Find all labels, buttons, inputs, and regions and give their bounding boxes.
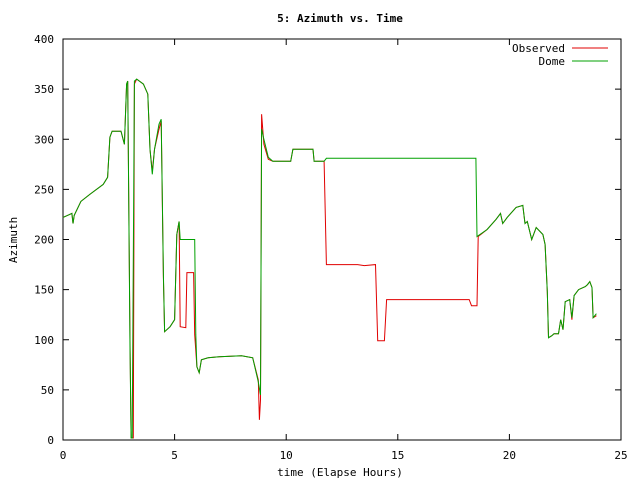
series-line-dome — [62, 78, 597, 439]
x-tick-label: 5 — [171, 449, 178, 462]
y-axis-label: Azimuth — [7, 217, 20, 263]
series-group — [62, 78, 597, 439]
y-tick-label: 100 — [34, 334, 54, 347]
x-tick-label: 0 — [60, 449, 67, 462]
x-tick-label: 10 — [280, 449, 293, 462]
y-tick-label: 350 — [34, 83, 54, 96]
plot-frame — [62, 38, 622, 441]
y-tick-label: 0 — [47, 434, 54, 447]
legend-label-dome: Dome — [539, 55, 566, 68]
x-axis-label: time (Elapse Hours) — [277, 466, 403, 479]
x-tick-label: 15 — [391, 449, 404, 462]
y-tick-label: 250 — [34, 183, 54, 196]
legend: Observed Dome — [512, 42, 608, 68]
y-tick-label: 400 — [34, 33, 54, 46]
y-tick-label: 150 — [34, 284, 54, 297]
x-tick-label: 20 — [503, 449, 516, 462]
x-axis: 0 5 10 15 20 25 — [60, 39, 628, 462]
chart-title: 5: Azimuth vs. Time — [277, 12, 403, 25]
legend-label-observed: Observed — [512, 42, 565, 55]
y-tick-label: 200 — [34, 234, 54, 247]
y-tick-label: 300 — [34, 133, 54, 146]
y-axis: 0 50 100 150 200 250 300 350 400 — [34, 33, 621, 447]
x-tick-label: 25 — [614, 449, 627, 462]
series-line-observed — [62, 78, 597, 439]
y-tick-label: 50 — [41, 384, 54, 397]
